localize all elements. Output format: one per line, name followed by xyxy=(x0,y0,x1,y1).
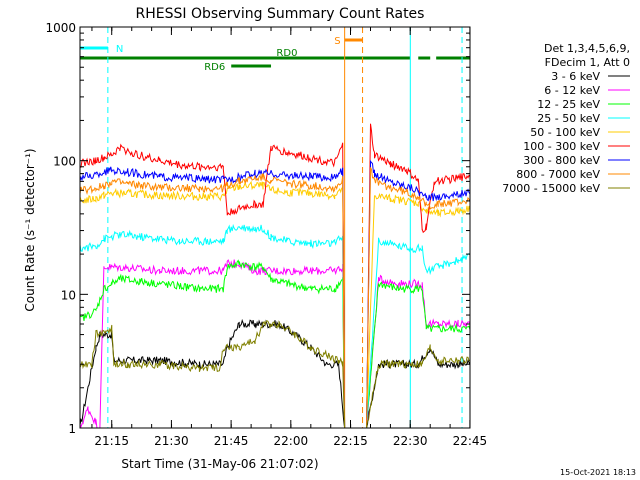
state-label-rd6: RD6 xyxy=(204,62,225,73)
x-tick-label: 22:30 xyxy=(393,434,428,448)
x-tick-label: 21:30 xyxy=(154,434,189,448)
legend-entry-label: 300 - 800 keV xyxy=(523,154,600,167)
legend-entry-label: 6 - 12 keV xyxy=(544,84,600,97)
series-line xyxy=(79,259,471,429)
series-line xyxy=(79,223,471,429)
series-lines xyxy=(79,123,471,429)
footer-timestamp: 15-Oct-2021 18:13 xyxy=(560,468,636,477)
state-bars: N S RD0 RD6 xyxy=(80,36,470,73)
legend-entry-label: 12 - 25 keV xyxy=(537,98,600,111)
x-tick-label: 22:15 xyxy=(333,434,368,448)
y-tick-label: 1 xyxy=(68,422,76,436)
vertical-markers xyxy=(79,27,463,428)
state-label-rd0: RD0 xyxy=(276,48,297,59)
x-tick-label: 22:00 xyxy=(274,434,309,448)
legend-entry-label: 3 - 6 keV xyxy=(551,70,600,83)
series-line xyxy=(79,180,471,429)
series-line xyxy=(79,259,471,429)
y-tick-label: 10 xyxy=(61,288,76,302)
legend-entry-label: 50 - 100 keV xyxy=(530,126,600,139)
legend-header: Det 1,3,4,5,6,9, xyxy=(544,42,630,55)
x-tick-label: 21:45 xyxy=(214,434,249,448)
chart-title: RHESSI Observing Summary Count Rates xyxy=(136,6,425,22)
y-tick-label: 100 xyxy=(53,155,76,169)
legend-header: FDecim 1, Att 0 xyxy=(545,56,630,69)
legend-entry-label: 7000 - 15000 keV xyxy=(502,182,600,195)
legend: Det 1,3,4,5,6,9,FDecim 1, Att 03 - 6 keV… xyxy=(502,42,630,195)
state-label-n: N xyxy=(116,44,123,55)
series-line xyxy=(79,167,471,429)
y-tick-label: 1000 xyxy=(45,21,76,35)
x-tick-label: 21:15 xyxy=(94,434,129,448)
x-tick-label: 22:45 xyxy=(453,434,488,448)
plot-frame xyxy=(79,26,471,429)
legend-entry-label: 800 - 7000 keV xyxy=(516,168,600,181)
legend-entry-label: 100 - 300 keV xyxy=(523,140,600,153)
state-label-s: S xyxy=(334,36,340,47)
x-axis-label: Start Time (31-May-06 21:07:02) xyxy=(121,457,318,471)
series-line xyxy=(79,320,471,429)
series-line xyxy=(79,123,471,429)
y-axis-label: Count Rate (s⁻¹ detector⁻¹) xyxy=(23,148,37,311)
axes: 1 10 100 1000 21:15 21:30 21:45 22:00 22:15 22:30… xyxy=(45,21,487,448)
legend-entry-label: 25 - 50 keV xyxy=(537,112,600,125)
